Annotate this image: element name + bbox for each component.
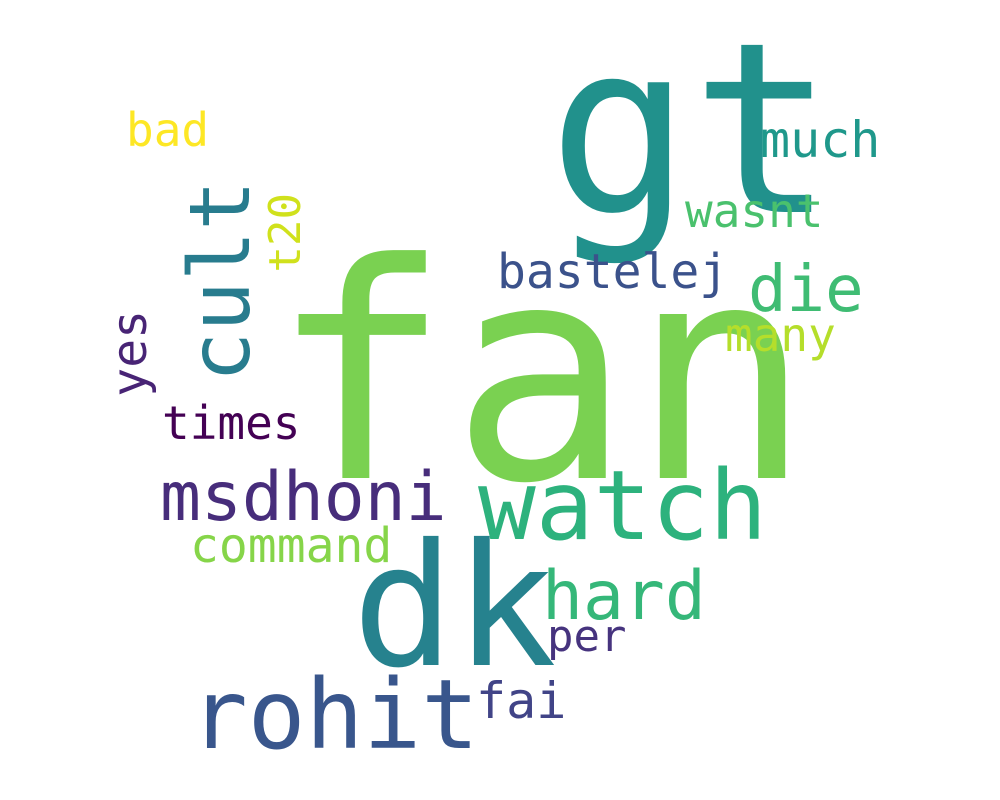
word-die: die — [748, 253, 864, 327]
word-times: times — [162, 396, 301, 450]
word-msdhoni: msdhoni — [160, 458, 447, 537]
word-cult: cult — [171, 180, 269, 383]
word-bastelej: bastelej — [497, 244, 729, 300]
word-per: per — [547, 611, 627, 662]
word-fan: fan — [270, 200, 812, 549]
word-watch: watch — [478, 450, 767, 562]
word-command: command — [190, 518, 393, 574]
word-t20: t20 — [260, 193, 311, 273]
word-dk: dk — [352, 508, 557, 706]
word-yes: yes — [102, 310, 158, 397]
word-bad: bad — [126, 103, 210, 157]
word-much: much — [760, 111, 881, 169]
word-gt: gt — [548, 0, 835, 269]
word-fai: fai — [476, 672, 567, 730]
word-hard: hard — [542, 557, 706, 636]
word-many: many — [725, 308, 836, 362]
word-rohit: rohit — [190, 659, 479, 771]
word-wasnt: wasnt — [685, 184, 824, 238]
